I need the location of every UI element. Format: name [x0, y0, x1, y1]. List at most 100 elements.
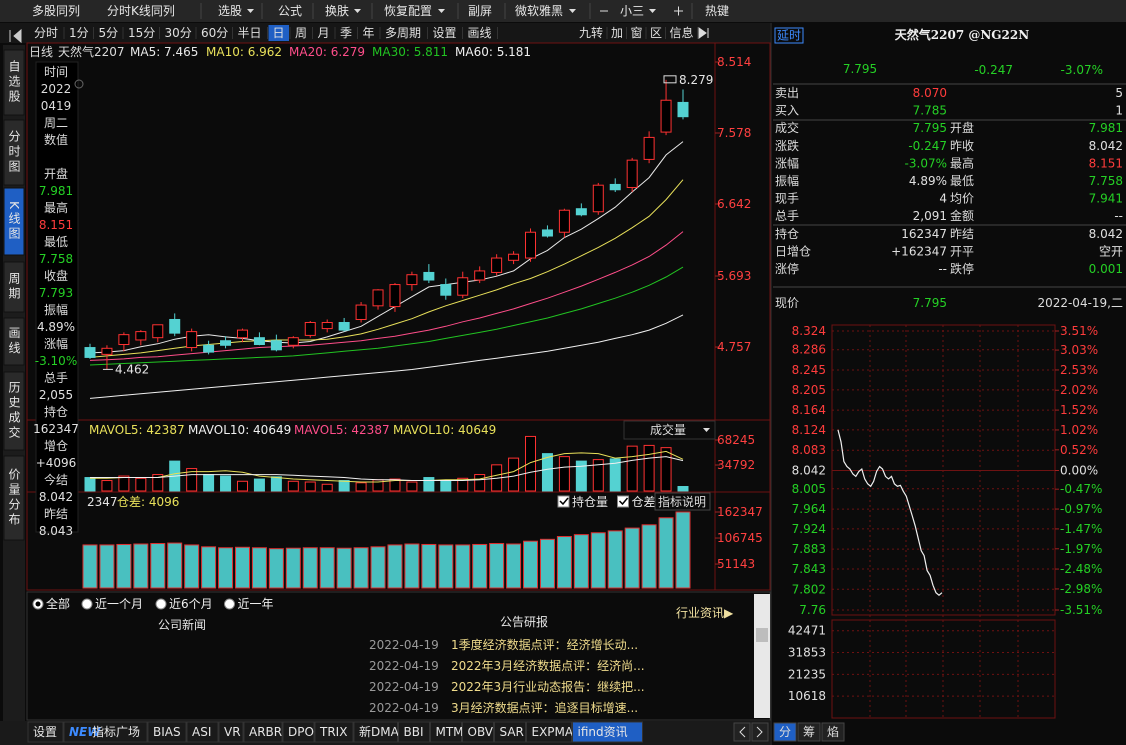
toolbar-button[interactable]: 副屏 [468, 4, 492, 18]
tab-label[interactable]: 指标广场 [92, 724, 140, 739]
tab-label[interactable]: BIAS [153, 725, 181, 739]
toolbar-button[interactable]: 多股同列 [32, 4, 80, 18]
tab[interactable] [353, 721, 398, 743]
back-icon[interactable] [9, 28, 22, 44]
period-button[interactable]: 15分 [128, 26, 155, 40]
tab[interactable] [218, 721, 244, 743]
period-button[interactable]: 月 [318, 26, 330, 40]
toolbar-button[interactable]: 选股 [218, 4, 242, 18]
nav-button[interactable] [751, 722, 769, 742]
toolbar-button[interactable]: 换肤 [325, 3, 349, 18]
news-title[interactable]: 2022年3月行业动态报告：继续把... [451, 679, 645, 694]
range-label[interactable]: 全部 [46, 596, 70, 611]
y-tick-label: 7.76 [799, 603, 826, 617]
toolbar-button[interactable]: 小三 [620, 4, 644, 18]
tool-button[interactable]: 信息 [670, 25, 694, 40]
range-label[interactable]: 近6个月 [169, 597, 213, 611]
tab[interactable] [63, 721, 148, 743]
tab[interactable] [243, 721, 283, 743]
toolbar-button[interactable]: 热键 [705, 4, 729, 18]
period-button[interactable]: 画线 [468, 26, 492, 40]
period-button[interactable]: 年 [363, 26, 375, 40]
right-tab[interactable] [821, 722, 845, 742]
news-title[interactable]: 1季度经济数据点评：经济增长动... [451, 637, 638, 652]
tab-label[interactable]: ifind资讯 [578, 725, 628, 739]
tab-label[interactable]: EXPMA [532, 725, 574, 739]
range-label[interactable]: 近一个月 [95, 597, 143, 611]
right-tab-label[interactable]: 分 [779, 725, 791, 739]
tab-label[interactable]: ASI [192, 725, 211, 739]
tab[interactable] [398, 721, 430, 743]
toolbar-button[interactable]: 微软雅黑 [515, 3, 563, 18]
tab-label[interactable]: DPO [288, 725, 314, 739]
oi-bar [319, 547, 335, 589]
expand-icon[interactable] [698, 27, 709, 39]
period-button[interactable]: 季 [340, 26, 352, 40]
right-tab-label[interactable]: 焰 [827, 724, 839, 739]
period-button[interactable]: 分时 [34, 26, 58, 40]
plus-icon[interactable] [674, 6, 683, 16]
sidebar-tab[interactable] [3, 317, 25, 366]
tab-label[interactable]: SAR [500, 725, 524, 739]
radio[interactable] [224, 598, 235, 610]
sidebar-tab[interactable] [3, 371, 25, 451]
tab[interactable] [462, 721, 494, 743]
tab-label[interactable]: TRIX [319, 725, 347, 739]
tab-label[interactable]: VR [224, 725, 241, 739]
right-tab[interactable] [773, 722, 797, 742]
tool-button[interactable]: 窗 [631, 26, 643, 40]
sidebar-tab[interactable] [3, 455, 25, 541]
tab[interactable] [314, 721, 354, 743]
tab-label[interactable]: OBV [468, 725, 494, 739]
period-button[interactable]: 设置 [433, 26, 457, 40]
toolbar-button[interactable]: 公式 [278, 4, 302, 18]
radio[interactable] [155, 598, 167, 610]
toolbar-button[interactable]: 恢复配置 [384, 4, 432, 18]
range-label[interactable]: 近一年 [238, 597, 274, 611]
checkbox[interactable] [557, 495, 570, 508]
radio[interactable] [81, 598, 93, 610]
tab[interactable] [494, 721, 526, 743]
news-tab[interactable]: 公告研报 [500, 614, 548, 629]
news-tab[interactable]: 行业资讯▶ [676, 606, 734, 620]
nav-button[interactable] [733, 722, 751, 742]
news-title[interactable]: 2022年3月经济数据点评：经济尚... [451, 658, 645, 673]
news-title[interactable]: 3月经济数据点评：追逐目标增速... [451, 700, 638, 715]
tab-label[interactable]: BBI [404, 725, 424, 739]
tab[interactable] [186, 721, 219, 743]
period-button[interactable]: 半日 [238, 26, 262, 40]
period-button[interactable]: 日 [273, 26, 285, 40]
tab-label[interactable]: ARBR [249, 725, 282, 739]
dropdown-label[interactable]: 成交量 [650, 422, 686, 437]
period-button[interactable]: 周 [295, 26, 307, 40]
help-button[interactable] [654, 492, 711, 511]
tool-button[interactable]: 九转 [579, 25, 603, 40]
tab[interactable] [430, 721, 462, 743]
checkbox[interactable] [617, 495, 629, 508]
right-tab[interactable] [797, 722, 821, 742]
dropdown[interactable] [623, 420, 716, 440]
tab[interactable] [572, 721, 643, 743]
period-button[interactable]: 30分 [165, 26, 192, 40]
tab[interactable] [147, 721, 187, 743]
news-tab[interactable]: 公司新闻 [158, 617, 206, 632]
tool-button[interactable]: 加 [611, 26, 623, 40]
period-button[interactable]: 多周期 [385, 26, 421, 40]
sidebar-tab[interactable] [3, 119, 25, 186]
toolbar-button[interactable]: 分时K线同列 [107, 4, 175, 18]
tool-button[interactable]: 区 [650, 26, 662, 40]
tab-label[interactable]: 新DMA [359, 724, 400, 739]
sidebar-tab[interactable] [3, 187, 25, 256]
tab-label[interactable]: 设置 [33, 725, 57, 739]
period-button[interactable]: 1分 [69, 26, 89, 40]
period-button[interactable]: 60分 [201, 26, 228, 40]
sidebar-tab[interactable] [3, 49, 25, 116]
period-button[interactable]: 5分 [99, 26, 119, 40]
tab[interactable] [526, 721, 572, 743]
tab[interactable] [282, 721, 315, 743]
right-tab-label[interactable]: 筹 [803, 725, 815, 739]
tab[interactable] [27, 721, 64, 743]
tab-label[interactable]: MTM [436, 725, 464, 739]
help-label[interactable]: 指标说明 [658, 494, 706, 509]
sidebar-tab[interactable] [3, 261, 25, 313]
